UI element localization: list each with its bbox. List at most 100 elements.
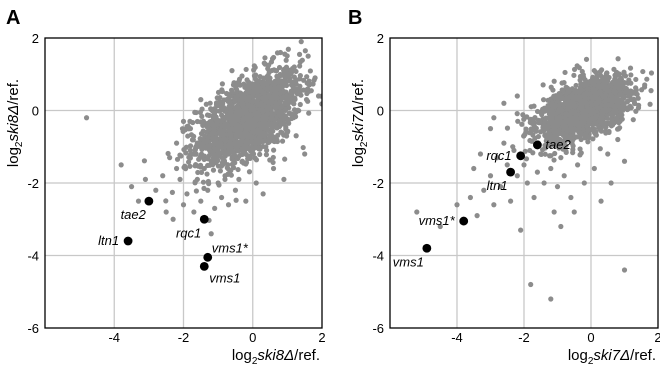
data-point xyxy=(501,140,507,146)
data-point xyxy=(200,179,207,185)
data-point xyxy=(535,133,541,140)
data-point xyxy=(277,109,283,115)
data-point xyxy=(271,67,277,73)
y-tick-label: 0 xyxy=(377,104,384,119)
data-point xyxy=(279,104,285,110)
panel-letter: A xyxy=(6,7,20,29)
data-point xyxy=(603,130,609,136)
data-point xyxy=(524,114,530,120)
data-point xyxy=(201,133,208,139)
y-axis-label: log2ski8Δ/ref. xyxy=(5,79,25,167)
data-point xyxy=(239,158,245,164)
data-point xyxy=(620,81,626,87)
data-point xyxy=(531,194,537,201)
data-point xyxy=(590,88,596,94)
data-point xyxy=(548,296,554,302)
highlighted-genes: tae2 rqc1 ltn1 vms1* vms1 xyxy=(98,196,249,285)
data-point xyxy=(549,100,555,107)
data-point xyxy=(223,114,229,120)
data-point xyxy=(270,165,277,172)
data-point xyxy=(608,180,614,186)
data-point xyxy=(598,120,604,126)
data-point xyxy=(302,151,308,157)
y-tick-label: -4 xyxy=(372,249,384,264)
data-point xyxy=(275,132,281,138)
data-point xyxy=(558,107,565,114)
data-point xyxy=(199,154,205,160)
data-point xyxy=(205,187,211,193)
data-point xyxy=(556,102,562,108)
data-point xyxy=(206,125,212,131)
data-point xyxy=(556,114,562,121)
data-point xyxy=(276,118,282,124)
data-point xyxy=(261,133,267,140)
data-point xyxy=(563,131,569,137)
data-point xyxy=(560,146,566,152)
data-point xyxy=(617,91,624,97)
data-point xyxy=(541,123,547,129)
data-point xyxy=(245,102,251,109)
data-point xyxy=(233,197,239,203)
data-point xyxy=(279,130,285,136)
data-point xyxy=(627,88,633,94)
data-point xyxy=(559,80,565,86)
data-point xyxy=(514,111,520,117)
data-point xyxy=(177,176,183,182)
data-point xyxy=(268,116,274,122)
data-point xyxy=(284,53,290,59)
data-point xyxy=(514,173,520,179)
data-point xyxy=(187,143,194,149)
data-point xyxy=(533,128,539,134)
data-point xyxy=(283,64,290,70)
data-point xyxy=(242,115,248,121)
data-point xyxy=(560,101,566,108)
data-point xyxy=(227,109,234,115)
data-point xyxy=(590,136,596,142)
data-point xyxy=(263,152,270,158)
data-point xyxy=(481,187,487,193)
data-point xyxy=(631,100,638,106)
gene-label: vms1 xyxy=(209,270,240,285)
data-point xyxy=(199,113,205,119)
data-point xyxy=(230,165,237,171)
data-point xyxy=(604,84,611,90)
data-point xyxy=(537,129,544,135)
data-point xyxy=(585,139,591,145)
x-tick-label: 2 xyxy=(318,330,325,345)
data-point xyxy=(180,118,187,124)
data-point xyxy=(640,68,646,75)
data-point xyxy=(504,125,511,131)
data-point xyxy=(261,91,267,97)
data-point xyxy=(604,70,610,76)
data-point xyxy=(599,114,605,121)
data-point xyxy=(528,104,534,110)
highlight-point-ltn1 xyxy=(123,236,133,246)
data-point xyxy=(571,209,577,215)
data-point xyxy=(550,137,556,143)
data-point xyxy=(616,126,622,132)
data-point xyxy=(521,133,527,139)
data-point xyxy=(540,106,546,112)
data-point xyxy=(606,107,612,113)
data-point xyxy=(297,83,303,89)
data-point xyxy=(555,138,561,144)
data-point xyxy=(621,267,628,273)
data-point xyxy=(248,148,254,154)
data-point xyxy=(215,180,221,186)
data-point xyxy=(293,86,299,92)
data-point xyxy=(118,162,124,168)
gene-label: ltn1 xyxy=(487,178,508,193)
data-point xyxy=(635,105,642,111)
data-point xyxy=(633,76,639,83)
data-point xyxy=(570,146,576,153)
gene-label: rqc1 xyxy=(486,148,511,163)
data-point xyxy=(238,110,244,117)
y-tick-label: 2 xyxy=(377,31,384,46)
data-point xyxy=(279,95,285,101)
data-point xyxy=(414,209,420,215)
data-point xyxy=(540,147,546,153)
data-point xyxy=(576,123,583,129)
data-point xyxy=(232,187,239,193)
data-point xyxy=(212,136,218,142)
